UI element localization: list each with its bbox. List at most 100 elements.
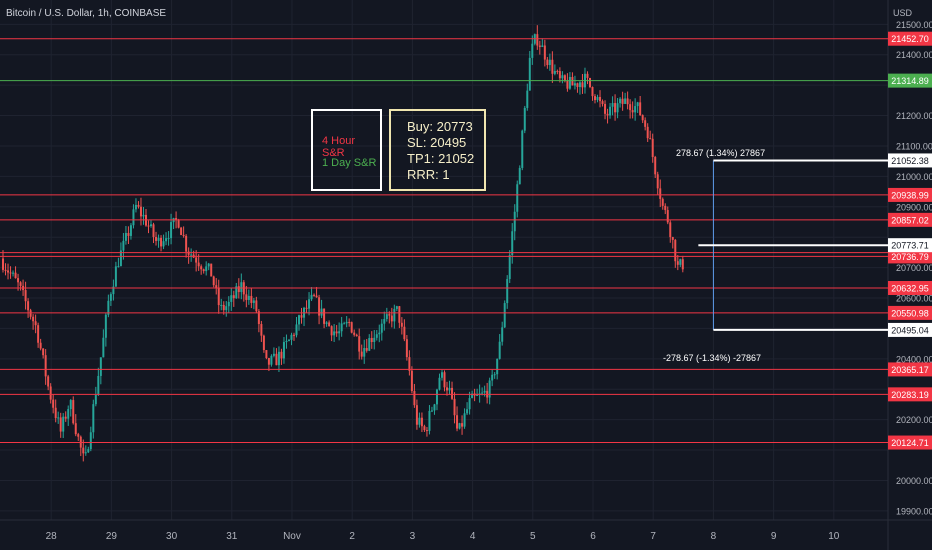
level-label-bg bbox=[888, 280, 932, 295]
candle-body bbox=[651, 138, 654, 157]
candle-body bbox=[114, 266, 117, 287]
trade-label: 20773.71 bbox=[891, 241, 929, 251]
candle-body bbox=[566, 80, 569, 89]
candle-body bbox=[97, 375, 100, 395]
candle-body bbox=[305, 307, 308, 309]
candle-body bbox=[190, 254, 193, 256]
candle-body bbox=[74, 423, 77, 435]
trade-label: 20495.04 bbox=[891, 325, 929, 335]
candle-body bbox=[292, 334, 295, 336]
y-tick-label: 19900.00 bbox=[896, 506, 932, 516]
candle-body bbox=[255, 300, 258, 312]
candle-body bbox=[501, 327, 504, 342]
price-axis[interactable]: 19900.00 20000.00 20200.00 20400.00 20600.00… bbox=[896, 20, 932, 517]
candle-body bbox=[34, 321, 37, 326]
candle-body bbox=[666, 210, 669, 223]
candle-body bbox=[461, 423, 464, 427]
legend-4h-label: 4 Hour S&R bbox=[322, 135, 356, 159]
candle-body bbox=[516, 184, 519, 212]
candle-body bbox=[513, 211, 516, 232]
chart-title: Bitcoin / U.S. Dollar, 1h, COINBASE bbox=[6, 8, 167, 19]
level-label: 20365.17 bbox=[891, 365, 929, 375]
y-tick-label: 21200.00 bbox=[896, 111, 932, 121]
candle-body bbox=[659, 188, 662, 199]
candle-body bbox=[222, 304, 225, 311]
legend-box: 4 Hour S&R 1 Day S&R bbox=[311, 109, 382, 191]
candle-body bbox=[54, 407, 57, 419]
candle-body bbox=[656, 174, 659, 189]
candle-body bbox=[599, 96, 602, 102]
candle-body bbox=[496, 358, 499, 375]
candle-body bbox=[634, 106, 637, 113]
candle-body bbox=[511, 231, 514, 256]
trade-sl: SL: 20495 bbox=[407, 135, 467, 150]
candle-body bbox=[491, 374, 494, 381]
candle-body bbox=[72, 400, 75, 424]
candle-body bbox=[287, 339, 290, 341]
candle-body bbox=[230, 295, 233, 302]
candle-body bbox=[157, 237, 160, 241]
candle-body bbox=[155, 236, 158, 241]
candle-body bbox=[576, 83, 579, 87]
candle-body bbox=[129, 225, 132, 236]
candle-body bbox=[4, 269, 7, 271]
candle-body bbox=[639, 102, 642, 116]
candle-body bbox=[7, 270, 10, 273]
candle-body bbox=[360, 351, 363, 357]
candle-body bbox=[664, 205, 667, 211]
candle-body bbox=[355, 334, 358, 337]
level-label: 21314.89 bbox=[891, 76, 929, 86]
candle-body bbox=[232, 295, 235, 299]
level-label-bg bbox=[888, 212, 932, 227]
level-label: 20632.95 bbox=[891, 283, 929, 293]
candle-body bbox=[32, 316, 35, 322]
candle-body bbox=[313, 294, 316, 296]
level-label-bg bbox=[888, 362, 932, 377]
candle-body bbox=[345, 321, 348, 324]
candle-body bbox=[315, 295, 318, 298]
candle-body bbox=[378, 332, 381, 335]
time-axis[interactable]: 28 29 30 31 Nov 2 3 4 5 6 7 8 9 10 bbox=[46, 531, 840, 542]
trade-lines: 21052.38 20773.71 20495.04 bbox=[698, 153, 932, 337]
candle-body bbox=[323, 308, 326, 324]
candle-body bbox=[52, 399, 55, 408]
x-tick-label: 31 bbox=[226, 531, 238, 542]
level-label: 20550.98 bbox=[891, 308, 929, 318]
candle-body bbox=[546, 59, 549, 66]
candle-body bbox=[247, 295, 250, 300]
candle-body bbox=[49, 386, 52, 400]
candle-body bbox=[609, 106, 612, 116]
candle-body bbox=[9, 272, 12, 274]
level-label: 20857.02 bbox=[891, 215, 929, 225]
candle-body bbox=[160, 237, 163, 247]
candle-body bbox=[57, 417, 60, 419]
legend-1d-label: 1 Day S&R bbox=[322, 157, 377, 169]
x-tick-label: 28 bbox=[46, 531, 58, 542]
candle-body bbox=[162, 241, 165, 247]
candle-body bbox=[385, 314, 388, 319]
candle-body bbox=[170, 222, 173, 239]
candle-body bbox=[440, 372, 443, 378]
candle-body bbox=[601, 101, 604, 104]
candle-body bbox=[197, 262, 200, 267]
candle-body bbox=[257, 311, 260, 325]
candle-body bbox=[94, 394, 97, 405]
candle-body bbox=[624, 98, 627, 104]
candle-body bbox=[132, 209, 135, 226]
candle-body bbox=[147, 225, 150, 227]
candle-body bbox=[373, 337, 376, 343]
candle-body bbox=[604, 103, 607, 114]
candle-body bbox=[644, 120, 647, 127]
candle-body bbox=[182, 235, 185, 237]
candle-body bbox=[89, 432, 92, 450]
level-label: 20938.99 bbox=[891, 190, 929, 200]
candle-body bbox=[282, 342, 285, 359]
level-label: 21452.70 bbox=[891, 34, 929, 44]
candle-body bbox=[616, 103, 619, 113]
candle-body bbox=[674, 239, 677, 262]
y-tick-label: 21400.00 bbox=[896, 50, 932, 60]
candle-body bbox=[39, 342, 42, 349]
candle-body bbox=[446, 387, 449, 391]
